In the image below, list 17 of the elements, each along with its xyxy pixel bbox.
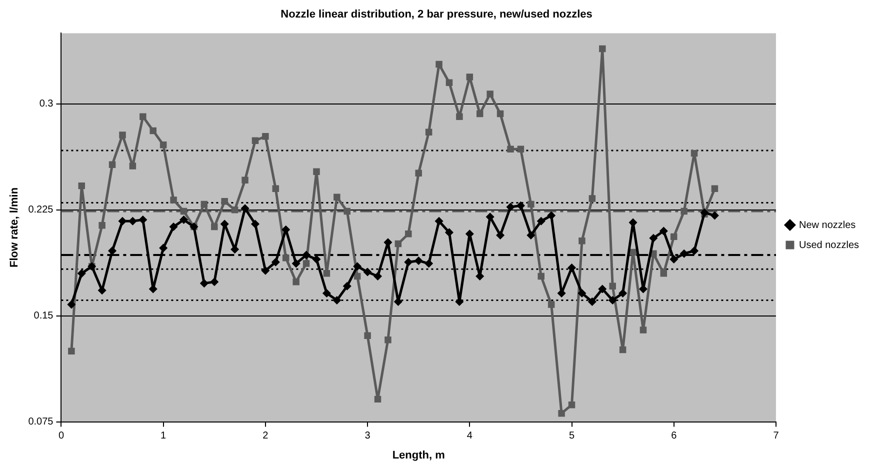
x-tick-label: 3 [364,430,371,442]
y-tick-label: 0.15 [34,310,54,322]
y-tick-label: 0.075 [28,416,54,428]
x-tick-label: 7 [773,430,780,442]
x-tick-label: 0 [58,430,64,442]
x-tick-label: 2 [262,430,269,442]
legend-label: New nozzles [798,220,856,231]
x-tick-label: 1 [160,430,167,442]
chart-title: Nozzle linear distribution, 2 bar pressure, new/used nozzles [280,8,592,21]
legend-label: Used nozzles [798,240,859,251]
y-tick-label: 0.3 [39,98,54,110]
x-tick-label: 5 [568,430,575,442]
x-tick-label: 6 [671,430,678,442]
x-axis-title: Length, m [392,449,446,462]
x-tick-label: 4 [466,430,473,442]
y-axis-title: Flow rate, l/min [8,187,21,268]
y-tick-label: 0.225 [28,204,54,216]
